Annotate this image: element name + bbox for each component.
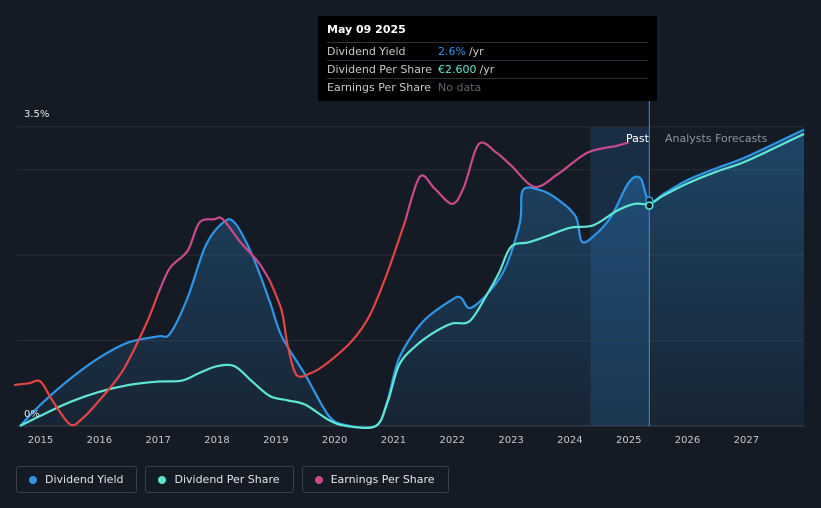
legend-label: Dividend Yield <box>45 473 124 486</box>
tooltip-label: Dividend Per Share <box>327 63 433 76</box>
x-tick-label: 2015 <box>28 435 53 446</box>
tooltip-row-earnings-per-share: Earnings Per Share No data <box>327 78 648 96</box>
x-tick-label: 2026 <box>675 435 700 446</box>
series-line-earnings-per-share <box>404 141 630 222</box>
series-line-dividend-yield <box>19 128 805 430</box>
tooltip-value: €2.600 <box>438 63 477 76</box>
tooltip-row-dividend-per-share: Dividend Per Share €2.600 /yr <box>327 60 648 78</box>
tooltip-value: 2.6% <box>438 45 466 58</box>
x-tick-label: 2020 <box>322 435 347 446</box>
x-tick-label: 2017 <box>145 435 170 446</box>
tooltip-label: Earnings Per Share <box>327 81 432 94</box>
tooltip-value: No data <box>438 81 482 94</box>
y-tick-label-bottom: 0% <box>24 409 40 420</box>
legend-dot-icon <box>29 475 37 484</box>
legend-dot-icon <box>314 475 323 484</box>
tooltip-date: May 09 2025 <box>327 23 406 36</box>
series-line-earnings-per-share <box>13 293 160 427</box>
x-tick-label: 2022 <box>440 435 465 446</box>
legend-item-dividend-yield[interactable]: Dividend Yield <box>16 466 138 493</box>
dividend-yield-area <box>19 129 804 428</box>
tooltip: May 09 2025 Dividend Yield 2.6% /yr Divi… <box>318 16 657 101</box>
series-line-earnings-per-share <box>157 216 271 295</box>
legend-dot-icon <box>158 475 167 484</box>
y-tick-label-top: 3.5% <box>24 109 50 120</box>
series-line-earnings-per-share <box>268 220 407 378</box>
series-line-dividend-per-share <box>19 132 805 430</box>
legend-item-earnings-per-share[interactable]: Earnings Per Share <box>301 466 449 493</box>
legend-item-dividend-per-share[interactable]: Dividend Per Share <box>145 466 294 493</box>
legend-label: Earnings Per Share <box>330 473 435 486</box>
region-label-past: Past <box>626 132 649 145</box>
x-tick-label: 2027 <box>734 435 759 446</box>
tooltip-unit: /yr <box>468 45 484 58</box>
x-tick-label: 2018 <box>204 435 229 446</box>
x-tick-label: 2023 <box>498 435 523 446</box>
tooltip-row-dividend-yield: Dividend Yield 2.6% /yr <box>327 42 648 60</box>
x-tick-label: 2019 <box>263 435 288 446</box>
x-tick-label: 2024 <box>557 435 582 446</box>
marker-dividend-per-share <box>645 201 654 210</box>
tooltip-unit: /yr <box>479 63 495 76</box>
x-tick-label: 2021 <box>381 435 406 446</box>
x-tick-label: 2016 <box>87 435 112 446</box>
x-axis: 2015 2016 2017 2018 2019 2020 2021 2022 2023 2024… <box>28 435 759 446</box>
legend-label: Dividend Per Share <box>174 473 280 486</box>
region-label-forecast: Analysts Forecasts <box>665 132 768 145</box>
legend: Dividend Yield Dividend Per Share Earnin… <box>16 466 449 493</box>
x-tick-label: 2025 <box>616 435 641 446</box>
tooltip-label: Dividend Yield <box>327 45 406 58</box>
